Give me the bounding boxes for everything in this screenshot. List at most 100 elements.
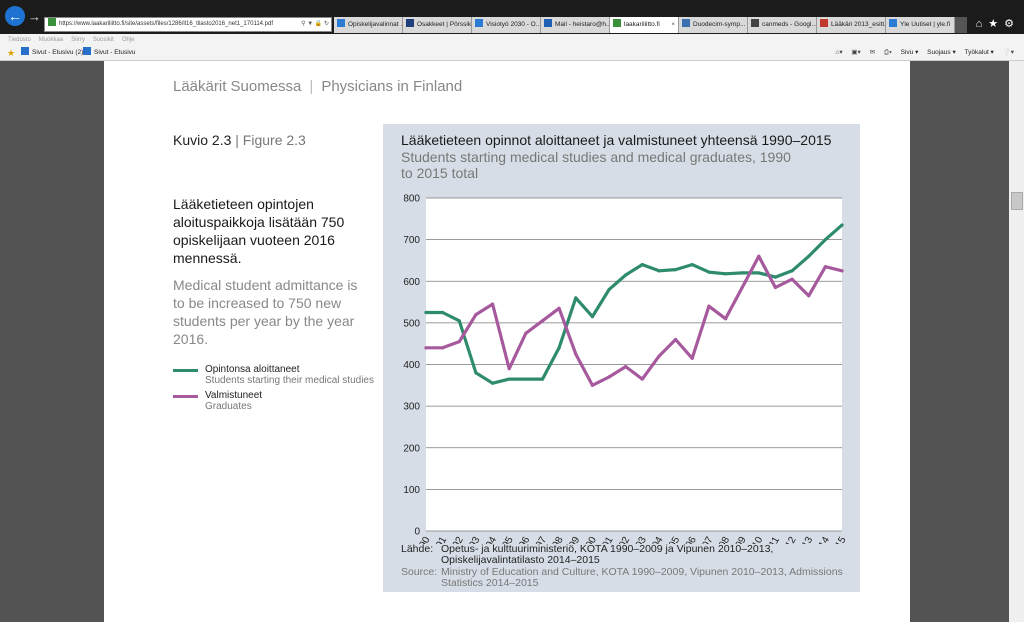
tab-label: Opiskelijavalinnat ... xyxy=(348,21,403,28)
page-menu[interactable]: Sivu ▾ xyxy=(900,49,919,56)
menu-item[interactable]: Suosikit xyxy=(92,37,114,43)
home-icon[interactable]: ⌂▾ xyxy=(835,49,843,56)
x-tick-label: 2014 xyxy=(811,535,832,544)
source-en-label: Source: xyxy=(401,566,438,578)
tab-favicon xyxy=(820,19,828,27)
legend-item: Valmistuneet Graduates xyxy=(173,390,374,412)
x-tick-label: 1997 xyxy=(528,535,549,544)
menu-item[interactable]: Siirry xyxy=(71,37,85,43)
print-icon[interactable]: ⎙▾ xyxy=(883,49,892,56)
home-icon[interactable]: ⌂ xyxy=(975,18,983,30)
series-1-point xyxy=(773,275,778,279)
series-2-point xyxy=(807,294,811,298)
series-1-point xyxy=(790,269,794,273)
back-button[interactable]: ← xyxy=(5,6,25,26)
series-1-point xyxy=(457,319,461,323)
series-line-2 xyxy=(424,254,844,387)
tab-label: canmeds - Googl... xyxy=(762,21,817,28)
x-tick-label: 1993 xyxy=(462,535,483,544)
settings-gear-icon[interactable]: ⚙ xyxy=(1004,18,1014,30)
pdf-background-left xyxy=(0,61,104,622)
favorite-link-1[interactable]: Sivut - Etusivu (2) xyxy=(21,46,83,60)
series-2-point xyxy=(674,337,678,342)
favorite-link-2[interactable]: Sivut - Etusivu xyxy=(83,46,136,60)
series-1-point xyxy=(590,315,594,319)
series-1-point xyxy=(807,254,811,258)
series-1-point xyxy=(823,238,827,242)
series-2-point xyxy=(574,352,578,356)
series-2-point xyxy=(457,340,461,344)
header-finnish: Lääkärit Suomessa xyxy=(173,78,302,95)
scrollbar-thumb[interactable] xyxy=(1011,192,1023,210)
browser-tab[interactable]: canmeds - Googl... xyxy=(748,17,817,33)
favorites-bar: ★ Sivut - Etusivu (2) Sivut - Etusivu ⌂▾… xyxy=(0,46,1024,61)
browser-tab[interactable]: laakariliitto.fi × xyxy=(610,17,679,33)
series-1-point xyxy=(441,310,445,315)
close-tab-icon[interactable]: × xyxy=(671,21,675,28)
header-english: Physicians in Finland xyxy=(321,78,463,95)
address-url: https://www.laakariliitto.fi/site/assets… xyxy=(59,21,274,27)
legend-label-en: Graduates xyxy=(205,400,252,412)
menu-item[interactable]: Tiedosto xyxy=(8,37,31,43)
browser-tab[interactable]: Osakkeet | Pörssik... xyxy=(403,17,472,33)
browser-tab[interactable]: Opiskelijavalinnat ... xyxy=(334,17,403,33)
x-tick-label: 2012 xyxy=(778,535,799,544)
x-tick-label: 2008 xyxy=(711,535,732,544)
vertical-scrollbar[interactable] xyxy=(1009,61,1024,622)
favorites-star-icon[interactable]: ★ xyxy=(7,48,16,58)
series-line-1 xyxy=(424,223,844,385)
description-finnish: Lääketieteen opintojen aloituspaikkoja l… xyxy=(173,196,345,266)
browser-tab[interactable]: Lääkäri 2013_esitt... xyxy=(817,17,886,33)
x-tick-label: 2015 xyxy=(828,535,849,544)
forward-icon[interactable]: → xyxy=(28,9,41,24)
search-refresh-icons[interactable]: ⚲ ▼ 🔒 ↻ xyxy=(301,21,329,27)
safety-menu[interactable]: Suojaus ▾ xyxy=(927,49,956,56)
y-tick-label: 100 xyxy=(403,485,420,496)
tab-favicon xyxy=(337,19,345,27)
x-tick-label: 1996 xyxy=(512,535,533,544)
y-tick-label: 200 xyxy=(403,443,420,454)
series-2-point xyxy=(840,269,844,273)
series-2-point xyxy=(590,383,594,387)
series-2-point xyxy=(441,346,445,350)
tab-label: Visiotyö 2030 - O... xyxy=(486,21,541,28)
favorites-star-icon[interactable]: ★ xyxy=(988,18,999,30)
pdf-page: Lääkärit Suomessa | Physicians in Finland … xyxy=(104,61,910,622)
chart-title: Lääketieteen opinnot aloittaneet ja valm… xyxy=(401,132,832,148)
y-tick-label: 300 xyxy=(403,402,420,413)
series-2-point xyxy=(524,331,528,335)
feeds-icon[interactable]: ▣▾ xyxy=(851,49,861,56)
figure-label-en: Figure 2.3 xyxy=(242,132,306,148)
tab-favicon xyxy=(613,19,621,27)
series-2-point xyxy=(607,375,611,379)
y-tick-label: 400 xyxy=(403,360,420,371)
tab-favicon xyxy=(475,19,483,27)
tools-menu[interactable]: Työkalut ▾ xyxy=(964,49,994,56)
tab-label: Lääkäri 2013_esitt... xyxy=(831,21,886,28)
series-1-point xyxy=(707,270,711,274)
browser-tab[interactable]: Duodecim-symp... xyxy=(679,17,748,33)
series-2-point xyxy=(640,377,644,381)
menu-item[interactable]: Muokkaa xyxy=(38,37,64,43)
series-1-point xyxy=(624,273,628,277)
x-tick-label: 2000 xyxy=(578,535,599,544)
help-icon[interactable]: ❔▾ xyxy=(1002,49,1014,56)
chart-subtitle: Students starting medical studies and me… xyxy=(401,149,791,181)
x-tick-label: 1991 xyxy=(429,535,450,544)
mail-icon[interactable]: ✉ xyxy=(869,49,876,56)
browser-tab[interactable]: Visiotyö 2030 - O... xyxy=(472,17,541,33)
toolbar-icons: ⌂ ★ ⚙ xyxy=(970,17,1014,30)
browser-tab[interactable]: Mail - heistaro@h... xyxy=(541,17,610,33)
series-1-point xyxy=(424,310,428,315)
legend-item: Opintonsa aloittaneet Students starting t… xyxy=(173,364,374,386)
series-2-point xyxy=(490,302,495,306)
series-1-point xyxy=(524,377,528,381)
browser-tab[interactable]: Yle Uutiset | yle.fi xyxy=(886,17,955,33)
series-2-point xyxy=(624,364,628,369)
tab-label: laakariliitto.fi xyxy=(624,21,660,28)
menu-item[interactable]: Ohje xyxy=(121,37,135,43)
address-bar[interactable]: https://www.laakariliitto.fi/site/assets… xyxy=(44,17,332,32)
new-tab-button[interactable] xyxy=(955,17,967,33)
x-tick-label: 2005 xyxy=(662,535,683,544)
